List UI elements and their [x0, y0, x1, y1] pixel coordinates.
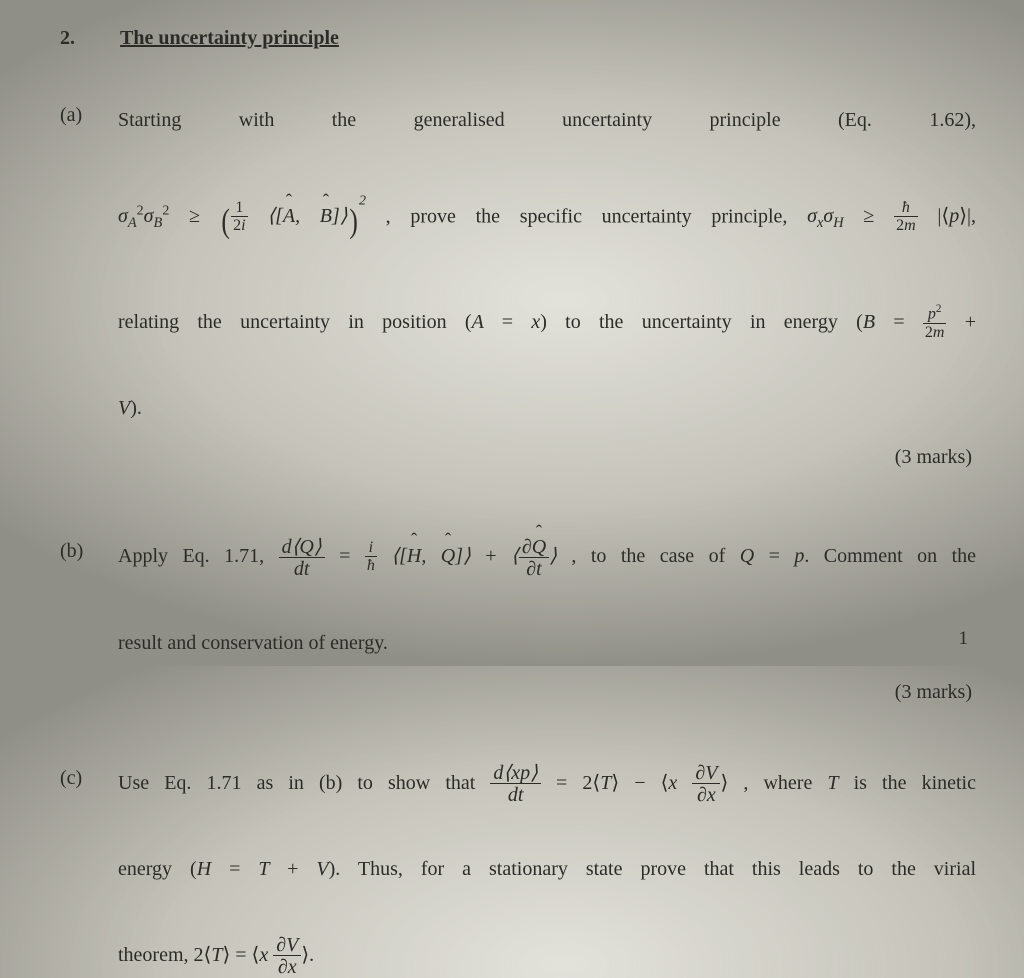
question-number: 2. [60, 22, 86, 55]
part-c-line1: Use Eq. 1.71 as in (b) to show that d⟨xp… [118, 762, 976, 848]
page-number: 1 [959, 623, 969, 654]
part-a-line3: relating the uncertainty in position (A … [118, 301, 976, 387]
part-a-line4: V). [118, 387, 976, 430]
problem-page: 2. The uncertainty principle (a) Startin… [60, 22, 976, 656]
part-b-body: Apply Eq. 1.71, d⟨Q⟩dt = iħ ⟨[H, Q]⟩ + ⟨… [118, 535, 976, 735]
part-c-line2: energy (H = T + V). Thus, for a stationa… [118, 848, 976, 934]
eq-specific-uncertainty: σxσH ≥ ħ2m |⟨p⟩|, [807, 205, 976, 227]
part-c: (c) Use Eq. 1.71 as in (b) to show that … [60, 762, 976, 978]
part-a: (a) Starting with the generalised uncert… [60, 99, 976, 501]
title-row: 2. The uncertainty principle [60, 22, 976, 55]
part-b-marks: (3 marks) [118, 671, 972, 714]
part-b-line2: result and conservation of energy. [118, 622, 976, 665]
part-a-line2: σA2σB2 ≥ (12i ⟨[A, B]⟩)2 , prove the spe… [118, 185, 976, 301]
eq-dxp-dt: d⟨xp⟩dt = 2⟨T⟩ − ⟨x ∂V∂x⟩ [490, 772, 743, 794]
eq-generalised-uncertainty: σA2σB2 ≥ (12i ⟨[A, B]⟩)2 [118, 205, 386, 227]
part-a-line1: Starting with the generalised uncertaint… [118, 99, 976, 185]
part-a-label: (a) [60, 99, 96, 501]
eq-1-71: d⟨Q⟩dt = iħ ⟨[H, Q]⟩ + ⟨∂Q∂t⟩ [279, 545, 572, 567]
question-title: The uncertainty principle [120, 22, 339, 55]
part-a-marks: (3 marks) [118, 436, 972, 479]
part-c-body: Use Eq. 1.71 as in (b) to show that d⟨xp… [118, 762, 976, 978]
part-c-line3: theorem, 2⟨T⟩ = ⟨x ∂V∂x⟩. [118, 934, 976, 977]
part-a-body: Starting with the generalised uncertaint… [118, 99, 976, 501]
part-a-midtext: , prove the specific uncertainty princip… [386, 205, 808, 227]
part-b-line1: Apply Eq. 1.71, d⟨Q⟩dt = iħ ⟨[H, Q]⟩ + ⟨… [118, 535, 976, 621]
eq-virial: 2⟨T⟩ = ⟨x ∂V∂x⟩. [194, 944, 315, 966]
part-b-label: (b) [60, 535, 96, 735]
part-c-label: (c) [60, 762, 96, 978]
part-b: (b) Apply Eq. 1.71, d⟨Q⟩dt = iħ ⟨[H, Q]⟩… [60, 535, 976, 735]
